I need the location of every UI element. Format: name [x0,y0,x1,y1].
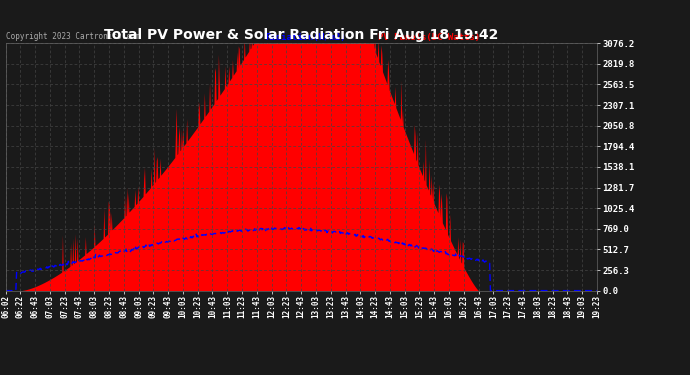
Text: PV Panels(DC Watts): PV Panels(DC Watts) [378,33,480,42]
Text: Copyright 2023 Cartronics.com: Copyright 2023 Cartronics.com [6,32,139,41]
Text: Radiation(W/m2): Radiation(W/m2) [266,33,346,42]
Title: Total PV Power & Solar Radiation Fri Aug 18 19:42: Total PV Power & Solar Radiation Fri Aug… [104,28,498,42]
